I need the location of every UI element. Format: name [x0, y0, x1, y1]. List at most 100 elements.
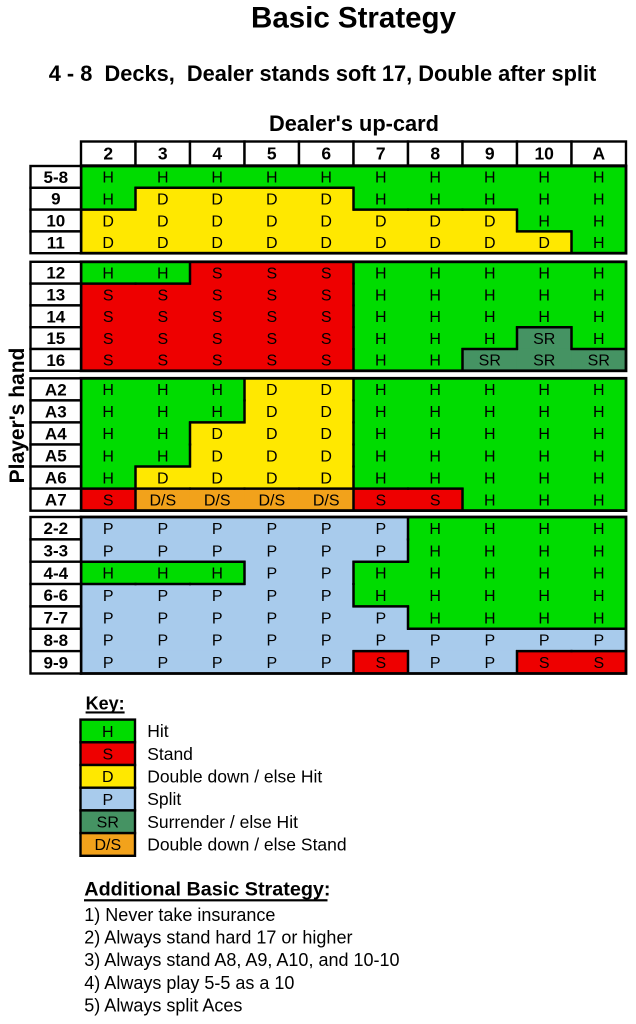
svg-text:H: H [429, 521, 441, 538]
svg-text:H: H [593, 235, 605, 252]
svg-text:S: S [212, 331, 223, 348]
svg-text:H: H [538, 404, 550, 421]
svg-text:10: 10 [534, 144, 554, 164]
svg-text:2) Always stand hard 17 or hig: 2) Always stand hard 17 or higher [84, 928, 352, 948]
svg-text:P: P [266, 521, 277, 538]
svg-text:D: D [266, 404, 278, 421]
svg-text:9: 9 [51, 190, 60, 209]
svg-text:D: D [484, 235, 496, 252]
svg-text:D: D [320, 382, 332, 399]
svg-text:A2: A2 [45, 380, 67, 399]
svg-text:D: D [320, 470, 332, 487]
svg-text:D/S: D/S [313, 492, 340, 509]
svg-text:14: 14 [46, 307, 65, 326]
svg-text:D/S: D/S [149, 492, 176, 509]
svg-text:S: S [266, 309, 277, 326]
svg-text:H: H [484, 266, 496, 283]
svg-text:H: H [375, 588, 387, 605]
svg-text:H: H [102, 566, 114, 583]
svg-text:H: H [593, 404, 605, 421]
svg-text:H: H [429, 331, 441, 348]
svg-text:4) Always play 5-5 as a 10: 4) Always play 5-5 as a 10 [84, 973, 294, 993]
svg-text:S: S [430, 492, 441, 509]
svg-text:H: H [484, 588, 496, 605]
svg-text:H: H [429, 382, 441, 399]
svg-text:Dealer's up-card: Dealer's up-card [269, 111, 439, 136]
svg-text:S: S [375, 655, 386, 672]
svg-text:S: S [212, 309, 223, 326]
svg-text:D: D [375, 213, 387, 230]
svg-text:11: 11 [47, 233, 65, 252]
svg-text:1) Never take insurance: 1) Never take insurance [84, 905, 275, 925]
svg-text:5-8: 5-8 [44, 168, 69, 187]
svg-text:P: P [103, 633, 114, 650]
svg-text:P: P [103, 655, 114, 672]
svg-text:Basic Strategy: Basic Strategy [251, 2, 457, 35]
svg-text:H: H [375, 331, 387, 348]
svg-text:H: H [593, 588, 605, 605]
svg-text:P: P [212, 588, 223, 605]
svg-text:S: S [157, 309, 168, 326]
svg-text:P: P [157, 588, 168, 605]
svg-text:H: H [157, 426, 169, 443]
svg-text:H: H [484, 287, 496, 304]
svg-text:A5: A5 [45, 447, 67, 466]
svg-text:P: P [266, 610, 277, 627]
svg-text:Hit: Hit [147, 721, 169, 741]
svg-text:2: 2 [103, 144, 113, 164]
svg-text:P: P [103, 588, 114, 605]
svg-text:D: D [429, 213, 441, 230]
svg-text:H: H [429, 404, 441, 421]
svg-text:D: D [266, 192, 278, 209]
svg-text:A7: A7 [45, 491, 67, 510]
svg-text:D: D [320, 448, 332, 465]
svg-text:H: H [593, 521, 605, 538]
svg-text:H: H [593, 470, 605, 487]
svg-text:H: H [484, 492, 496, 509]
svg-text:H: H [484, 566, 496, 583]
svg-text:D: D [102, 769, 114, 786]
svg-text:H: H [593, 266, 605, 283]
svg-text:H: H [429, 309, 441, 326]
svg-text:P: P [157, 610, 168, 627]
svg-text:Additional Basic Strategy:: Additional Basic Strategy: [84, 878, 330, 900]
svg-text:H: H [484, 170, 496, 187]
svg-text:S: S [103, 331, 114, 348]
svg-text:4-4: 4-4 [44, 564, 69, 583]
svg-text:H: H [593, 382, 605, 399]
svg-text:H: H [429, 588, 441, 605]
svg-text:H: H [538, 213, 550, 230]
svg-text:S: S [103, 309, 114, 326]
svg-text:H: H [375, 382, 387, 399]
svg-text:5) Always split Aces: 5) Always split Aces [84, 995, 242, 1015]
svg-text:D/S: D/S [94, 837, 121, 854]
svg-text:H: H [375, 353, 387, 370]
svg-text:H: H [538, 566, 550, 583]
svg-text:SR: SR [533, 331, 555, 348]
svg-text:4: 4 [212, 144, 222, 164]
svg-text:H: H [593, 170, 605, 187]
svg-text:H: H [593, 192, 605, 209]
svg-text:H: H [538, 470, 550, 487]
svg-text:D: D [157, 470, 169, 487]
svg-text:P: P [321, 588, 332, 605]
svg-text:P: P [157, 633, 168, 650]
svg-text:D/S: D/S [204, 492, 231, 509]
svg-text:3) Always stand A8, A9, A10, a: 3) Always stand A8, A9, A10, and 10-10 [84, 950, 399, 970]
svg-text:H: H [593, 426, 605, 443]
svg-text:A4: A4 [45, 424, 67, 443]
svg-text:7-7: 7-7 [44, 609, 69, 628]
svg-text:D: D [211, 235, 223, 252]
svg-text:P: P [484, 633, 495, 650]
svg-text:P: P [266, 543, 277, 560]
svg-text:H: H [429, 566, 441, 583]
svg-text:H: H [484, 610, 496, 627]
svg-text:H: H [538, 492, 550, 509]
svg-text:Stand: Stand [147, 744, 193, 764]
svg-text:S: S [321, 266, 332, 283]
svg-text:H: H [484, 470, 496, 487]
svg-text:P: P [212, 655, 223, 672]
svg-text:S: S [375, 492, 386, 509]
svg-text:6: 6 [321, 144, 331, 164]
svg-text:D: D [320, 192, 332, 209]
